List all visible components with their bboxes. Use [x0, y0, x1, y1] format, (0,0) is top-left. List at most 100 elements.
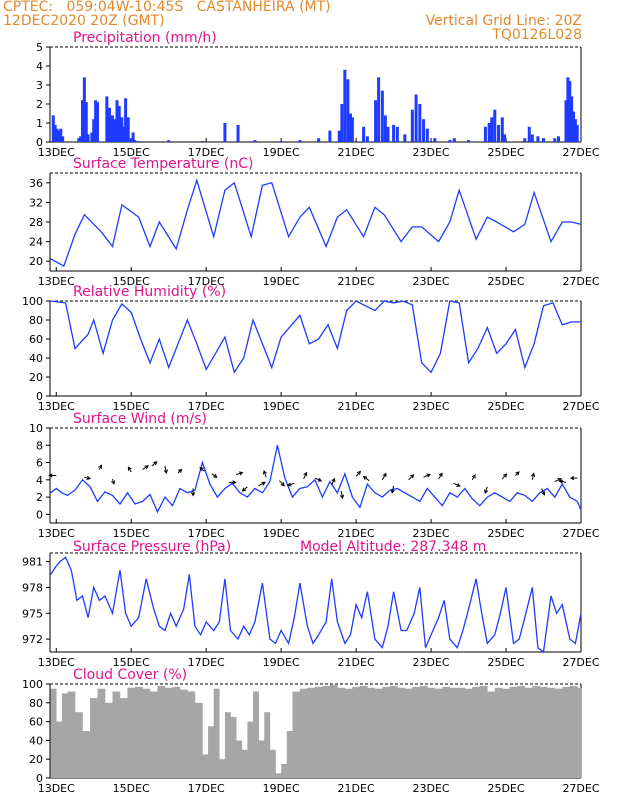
cloud-bar: [532, 685, 541, 778]
wind-vector-shaft: [151, 461, 158, 467]
cloud-bar: [389, 685, 398, 778]
wind-vector-head: [144, 465, 149, 470]
precip-bar: [80, 100, 84, 142]
precip-bar: [374, 100, 378, 142]
cloud-bar: [509, 686, 518, 778]
y-tick-label: 80: [29, 697, 43, 710]
wind-vector-shaft: [531, 473, 535, 480]
precip-bar: [530, 134, 534, 142]
precip-bar: [86, 134, 90, 142]
y-tick-label: 40: [29, 734, 43, 747]
y-tick-label: 10: [29, 422, 43, 435]
temp-line: [50, 178, 582, 268]
precip-bar: [564, 100, 568, 142]
precip-bar: [117, 105, 121, 142]
wind-vector: [303, 471, 308, 480]
cloud-bar: [337, 687, 346, 778]
wind-vector: [331, 477, 336, 486]
cloud-bar: [67, 691, 76, 778]
precip-bar: [105, 96, 109, 142]
cloud-panel: Cloud Cover (%) 0 20 40 60 80 100 13DEC 15DEC 17D…: [22, 667, 600, 795]
wind-vector: [286, 482, 295, 487]
wind-vector: [381, 472, 387, 481]
x-tick-label: 15DEC: [113, 275, 150, 288]
x-tick-label: 27DEC: [562, 656, 599, 669]
x-tick-label: 27DEC: [562, 527, 599, 540]
x-tick-label: 23DEC: [413, 527, 450, 540]
cloud-bar: [479, 685, 488, 778]
cloud-bar: [472, 686, 481, 778]
y-tick-label: 0: [36, 772, 43, 785]
precip-bar: [350, 117, 354, 142]
y-tick-label: 60: [29, 716, 43, 729]
precip-bar: [55, 128, 59, 142]
wind-vector: [541, 488, 546, 496]
cloud-bar: [562, 686, 571, 778]
x-tick-label: 23DEC: [413, 400, 450, 413]
x-tick-label: 15DEC: [113, 656, 150, 669]
y-tick-label: 981: [22, 556, 43, 569]
wind-vector: [515, 471, 520, 476]
y-tick-label: 6: [36, 457, 43, 470]
cloud-bar: [299, 688, 308, 778]
precip-bar: [365, 136, 369, 142]
cloud-bar: [187, 691, 196, 778]
y-tick-label: 0: [36, 508, 43, 521]
wind-vector: [48, 473, 57, 478]
precip-bar: [542, 138, 546, 142]
wind-vector: [127, 466, 132, 473]
precip-bar: [129, 138, 133, 142]
rh-line: [50, 300, 581, 374]
cloud-bar: [230, 716, 237, 778]
wind-vector: [314, 477, 323, 482]
cloud-bar: [89, 698, 98, 778]
precip-bar: [433, 138, 437, 142]
y-tick-label: 975: [22, 607, 43, 620]
precip-bar: [392, 124, 396, 142]
y-tick-label: 32: [29, 196, 43, 209]
wind-vector-shaft: [355, 471, 361, 477]
precip-bar: [122, 126, 126, 142]
cloud-bar: [112, 691, 121, 778]
precip-bar: [317, 138, 321, 142]
wind-vector: [453, 482, 461, 487]
cloud-bar: [554, 688, 563, 778]
precip-bar: [536, 136, 540, 142]
precip-bar: [418, 104, 422, 142]
cloud-bar: [164, 687, 173, 778]
cloud-bar: [264, 712, 271, 778]
precip-bar: [137, 141, 141, 142]
x-tick-label: 19DEC: [263, 782, 300, 795]
panel-title: Surface Wind (m/s): [73, 411, 207, 427]
x-tick-label: 19DEC: [263, 527, 300, 540]
wind-vector: [278, 480, 285, 487]
x-tick-label: 21DEC: [338, 782, 375, 795]
wind-vector-shaft: [391, 485, 395, 493]
x-tick-label: 13DEC: [38, 656, 75, 669]
cloud-bar: [134, 686, 143, 778]
wind-vector-head: [111, 480, 116, 485]
x-tick-label: 21DEC: [338, 400, 375, 413]
pressure-panel: Surface Pressure (hPa) Model Altitude: 28…: [22, 539, 600, 669]
precip-bar: [348, 113, 352, 142]
wind-vector-head: [541, 491, 546, 496]
wind-vector-shaft: [164, 465, 167, 474]
y-tick-label: 28: [29, 216, 43, 229]
wind-vector-head: [153, 461, 158, 466]
model-altitude-label: Model Altitude: 287.348 m: [300, 539, 486, 555]
wind-vector-shaft: [381, 473, 387, 481]
precip-bar: [410, 109, 414, 142]
precip-bar: [236, 124, 240, 142]
cloud-bar: [359, 685, 368, 778]
precip-bar: [557, 136, 561, 142]
cloud-bar: [149, 691, 158, 778]
cloud-bar: [314, 686, 323, 778]
cloud-bar: [464, 688, 473, 778]
cloud-bar: [487, 691, 496, 778]
cloud-bar: [442, 686, 451, 778]
wind-vector: [98, 464, 103, 470]
wind-vector: [228, 480, 237, 485]
cloud-bar: [142, 688, 151, 778]
wind-vector: [163, 465, 168, 475]
precip-bar: [167, 140, 171, 142]
